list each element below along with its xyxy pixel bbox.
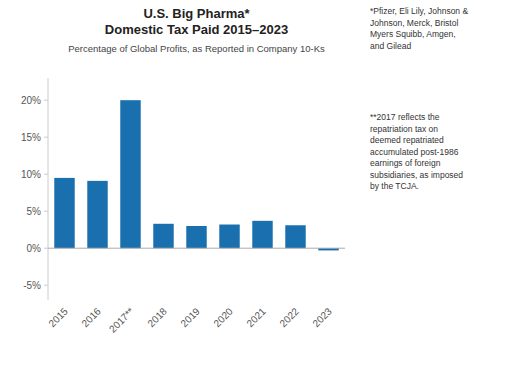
x-tick-label: 2015	[46, 305, 70, 329]
footnote-line: earnings of foreign	[370, 158, 441, 168]
chart: U.S. Big Pharma*Domestic Tax Paid 2015–2…	[0, 0, 520, 378]
y-tick-label: 0%	[27, 243, 42, 254]
chart-container: U.S. Big Pharma*Domestic Tax Paid 2015–2…	[0, 0, 520, 378]
y-tick-label: 15%	[21, 132, 41, 143]
bar	[252, 221, 272, 248]
x-tick-label: 2019	[178, 305, 202, 329]
footnote-line: by the TCJA.	[370, 181, 419, 191]
footnote: *Pfizer, Eli Lily, Johnson & Johnson, Mer…	[370, 6, 468, 51]
bar	[219, 225, 239, 249]
y-tick-label: 5%	[27, 206, 42, 217]
bars	[54, 100, 338, 250]
x-tick-label: 2016	[79, 305, 103, 329]
title: U.S. Big Pharma*	[143, 6, 250, 21]
x-tick-label: 2017**	[107, 306, 136, 335]
y-tick-label: 10%	[21, 169, 41, 180]
y-axis-line	[48, 78, 49, 300]
footnote-line: deemed repatriated	[370, 135, 444, 145]
y-tick	[44, 137, 48, 138]
footnote-line: and Gilead	[370, 41, 411, 51]
background	[0, 0, 520, 378]
y-tick	[44, 248, 48, 249]
title: Domestic Tax Paid 2015–2023	[105, 22, 288, 37]
footnote-line: accumulated post-1986	[370, 147, 459, 157]
footnote-line: subsidiaries, as imposed	[370, 170, 463, 180]
y-tick	[44, 211, 48, 212]
x-tick-label: 2018	[145, 305, 169, 329]
footnote-line: Johnson, Merck, Bristol	[370, 18, 458, 28]
y-tick	[44, 285, 48, 286]
bar	[120, 100, 140, 248]
y-tick-label: 20%	[21, 95, 41, 106]
y-tick	[44, 100, 48, 101]
y-tick	[44, 174, 48, 175]
footnote-line: Myers Squibb, Amgen,	[370, 29, 456, 39]
x-tick-label: 2020	[211, 305, 235, 329]
footnote: **2017 reflects the repatriation tax onde…	[370, 112, 463, 191]
footnote-line: *Pfizer, Eli Lily, Johnson &	[370, 6, 468, 16]
bar	[153, 224, 173, 248]
footnote-line: repatriation tax on	[370, 124, 438, 134]
page: {"chart_data": {"type": "bar", "title": …	[0, 0, 520, 378]
subtitle: Percentage of Global Profits, as Reporte…	[68, 43, 325, 54]
bar	[186, 226, 206, 248]
bar	[87, 181, 107, 248]
bar	[54, 178, 74, 248]
footnote-line: **2017 reflects the	[370, 112, 440, 122]
zero-line	[48, 248, 345, 249]
y-tick-label: -5%	[23, 280, 41, 291]
bar	[285, 225, 305, 248]
x-tick-label: 2023	[310, 305, 334, 329]
x-tick-label: 2021	[244, 305, 268, 329]
x-tick-label: 2022	[277, 305, 301, 329]
